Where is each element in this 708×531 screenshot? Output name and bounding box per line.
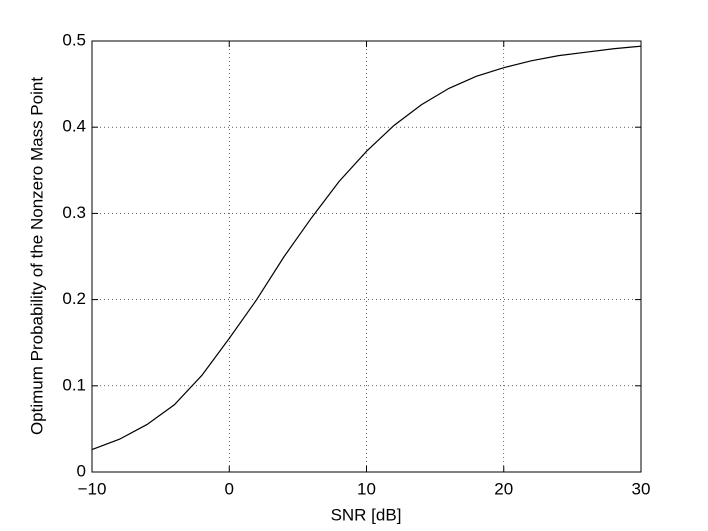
x-tick-label: 30 [632, 479, 651, 498]
y-tick-label: 0.1 [62, 375, 86, 394]
y-tick-label: 0 [77, 461, 86, 480]
x-tick-label: 20 [494, 479, 513, 498]
y-axis-label: Optimum Probability of the Nonzero Mass … [27, 77, 46, 435]
x-axis-label: SNR [dB] [331, 505, 402, 524]
y-tick-label: 0.2 [62, 289, 86, 308]
y-tick-label: 0.5 [62, 30, 86, 49]
data-line [91, 45, 642, 451]
y-tick-label: 0.4 [62, 117, 86, 136]
x-tick-label: −10 [78, 479, 107, 498]
x-tick-label: 0 [225, 479, 234, 498]
y-tick-label: 0.3 [62, 203, 86, 222]
plot-frame [91, 40, 642, 473]
x-tick-label: 10 [357, 479, 376, 498]
